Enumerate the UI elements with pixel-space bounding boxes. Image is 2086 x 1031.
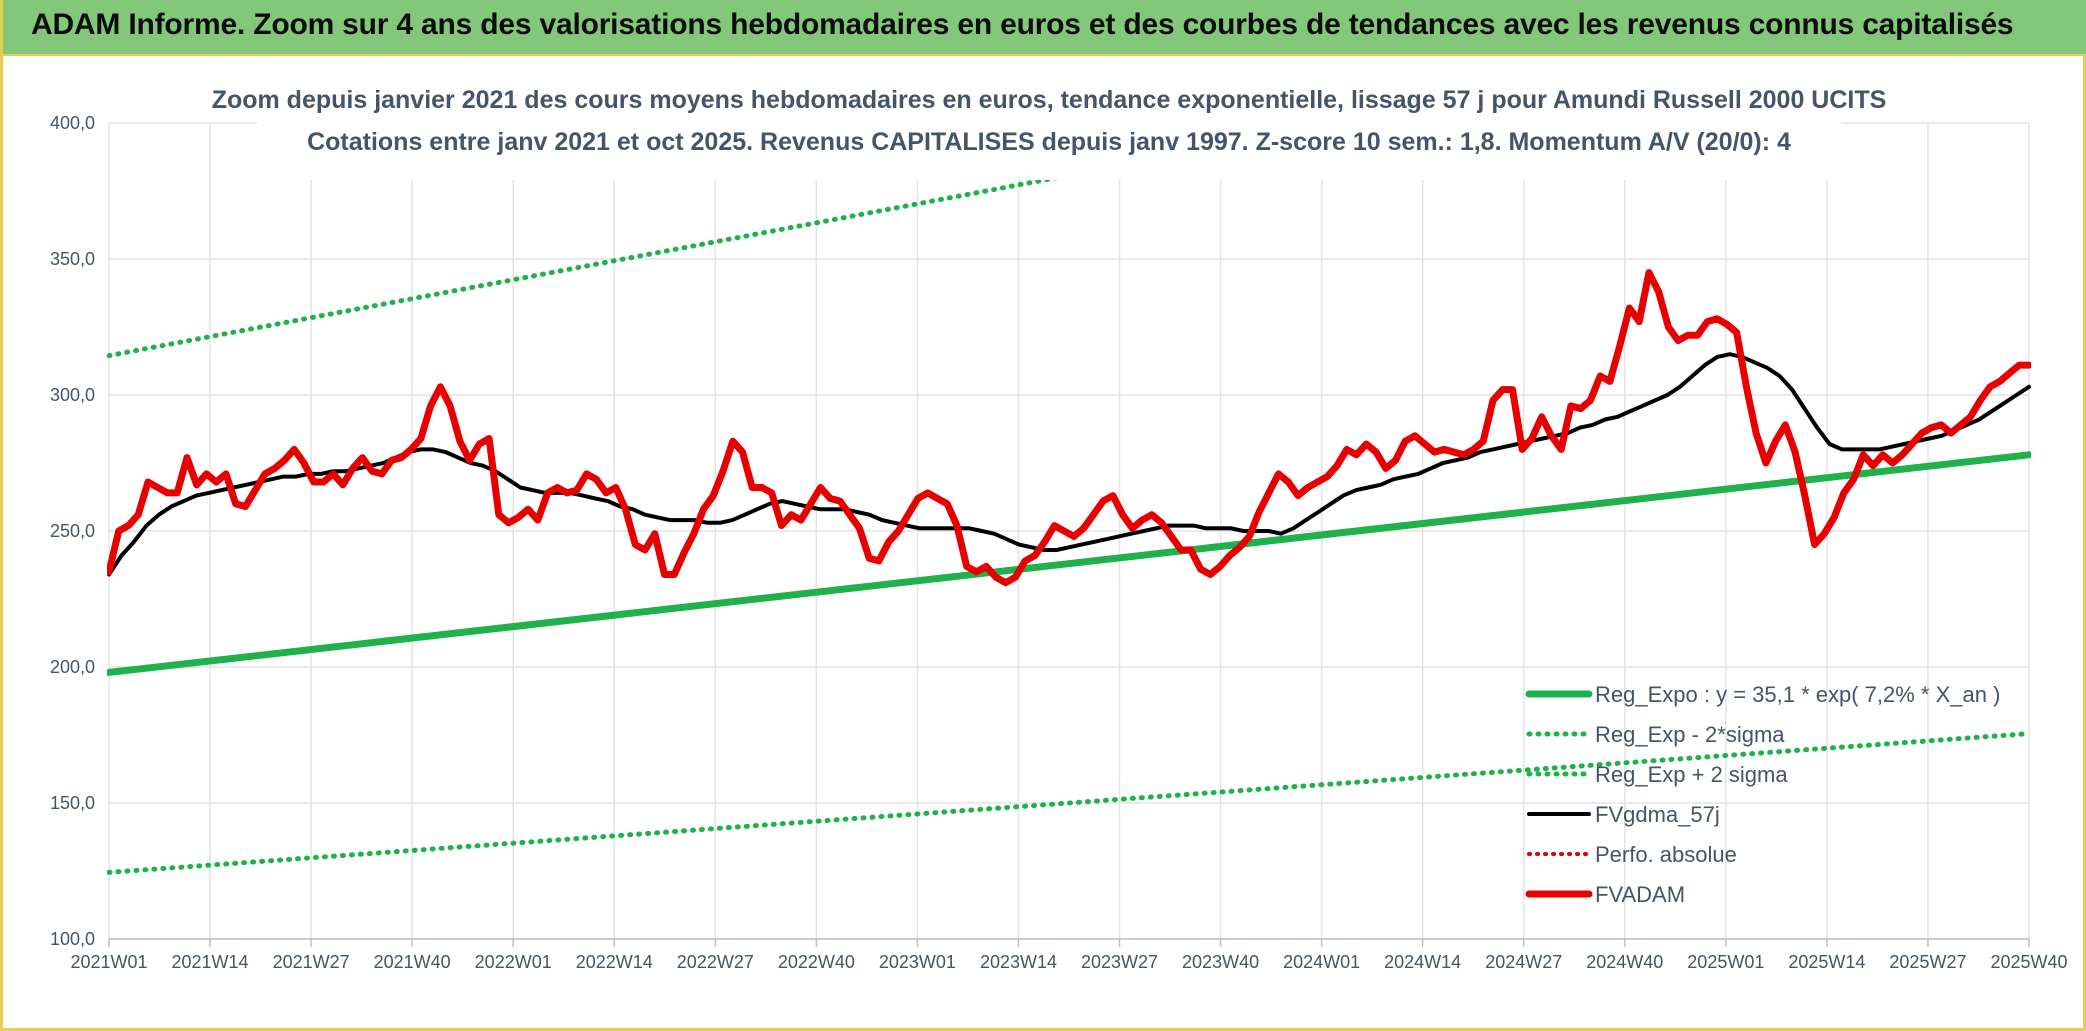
chart-title-line2: Cotations entre janv 2021 et oct 2025. R… [307, 128, 1791, 156]
chart-svg: 100,0 150,0 200,0 250,0 300,0 350,0 400,0 2021W… [50, 78, 2068, 972]
x-tick-label: 2024W14 [1384, 952, 1461, 972]
series-line-reg-expo-y-35-1-exp-7-2-x-an [107, 451, 2031, 676]
legend-label: FVgdma_57j [1595, 802, 1720, 827]
x-tick-label: 2025W27 [1889, 952, 1966, 972]
x-tick-label: 2023W27 [1081, 952, 1158, 972]
legend-label: Reg_Exp + 2 sigma [1595, 762, 1788, 787]
chart-title-group: Zoom depuis janvier 2021 des cours moyen… [212, 78, 1887, 180]
y-tick-label: 400,0 [50, 113, 95, 133]
x-tick-label: 2022W14 [576, 952, 653, 972]
x-tick-label: 2021W40 [374, 952, 451, 972]
series-group [107, 119, 2031, 875]
axis-ticks: 100,0 150,0 200,0 250,0 300,0 350,0 400,0 2021W… [50, 113, 2068, 972]
report-banner: ADAM Informe. Zoom sur 4 ans des valoris… [3, 0, 2086, 56]
legend-label: Reg_Exp - 2*sigma [1595, 722, 1785, 747]
x-tick-label: 2022W40 [778, 952, 855, 972]
x-tick-label: 2022W01 [475, 952, 552, 972]
y-tick-label: 200,0 [50, 657, 95, 677]
legend-label: Reg_Expo : y = 35,1 * exp( 7,2% * X_an ) [1595, 682, 2000, 707]
x-tick-label: 2023W14 [980, 952, 1057, 972]
y-tick-label: 150,0 [50, 793, 95, 813]
series-line-fvadam [107, 269, 2031, 587]
x-tick-label: 2025W14 [1788, 952, 1865, 972]
x-tick-label: 2022W27 [677, 952, 754, 972]
legend-label: Perfo. absolue [1595, 842, 1737, 867]
series-line-reg-exp-2-sigma [107, 119, 1384, 359]
y-tick-label: 100,0 [50, 929, 95, 949]
legend-label: FVADAM [1595, 882, 1685, 907]
series-line-fvgdma-57j [107, 352, 2031, 577]
x-tick-label: 2024W40 [1586, 952, 1663, 972]
x-tick-label: 2023W40 [1182, 952, 1259, 972]
x-tick-label: 2025W01 [1687, 952, 1764, 972]
x-tick-label: 2024W27 [1485, 952, 1562, 972]
chart-title-line1: Zoom depuis janvier 2021 des cours moyen… [212, 86, 1887, 114]
x-tick-label: 2025W40 [1990, 952, 2067, 972]
x-tick-label: 2024W01 [1283, 952, 1360, 972]
x-tick-label: 2021W27 [273, 952, 350, 972]
y-tick-label: 300,0 [50, 385, 95, 405]
chart-area: 100,0 150,0 200,0 250,0 300,0 350,0 400,0 2021W… [9, 58, 2083, 1026]
x-tick-label: 2021W01 [70, 952, 147, 972]
title-background [257, 78, 1841, 180]
y-tick-label: 250,0 [50, 521, 95, 541]
x-tick-label: 2021W14 [172, 952, 249, 972]
series-line-reg-exp-2-sigma [107, 731, 2031, 875]
legend: Reg_Expo : y = 35,1 * exp( 7,2% * X_an )… [1525, 682, 2000, 907]
y-tick-label: 350,0 [50, 249, 95, 269]
x-tick-label: 2023W01 [879, 952, 956, 972]
report-title: ADAM Informe. Zoom sur 4 ans des valoris… [31, 8, 2014, 41]
